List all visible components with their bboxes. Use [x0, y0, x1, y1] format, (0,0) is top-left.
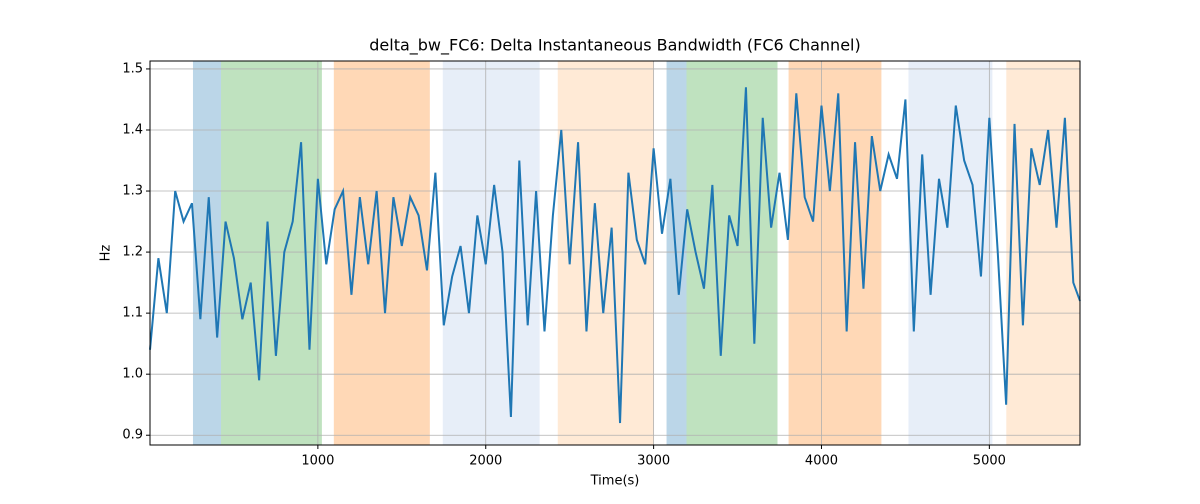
y-tick-label: 0.9: [122, 428, 143, 443]
y-tick-label: 1.5: [122, 61, 143, 76]
x-tick-label: 5000: [973, 454, 1006, 469]
shaded-span: [686, 61, 778, 445]
x-axis-label: Time(s): [590, 474, 640, 489]
y-tick-label: 1.3: [122, 184, 143, 199]
shaded-span: [1006, 61, 1080, 445]
x-tick-label: 2000: [469, 454, 502, 469]
shaded-span: [788, 61, 882, 445]
x-tick-label: 4000: [805, 454, 838, 469]
shaded-span: [221, 61, 322, 445]
y-axis-label: Hz: [99, 245, 114, 262]
axes-frame: [149, 60, 1081, 446]
shaded-span: [557, 61, 654, 445]
data-line: [149, 87, 1081, 424]
x-tick-label: 3000: [637, 454, 670, 469]
y-tick-label: 1.1: [122, 306, 143, 321]
y-tick-label: 1.0: [122, 367, 143, 382]
shaded-span: [442, 61, 540, 445]
chart-title: delta_bw_FC6: Delta Instantaneous Bandwi…: [369, 36, 860, 56]
plot-area: 1000 2000 3000 4000 5000 0.9 1.0 1.1 1.2 1.3 1.4 1.…: [122, 60, 1081, 469]
y-tick-label: 1.4: [122, 122, 143, 137]
y-tick-label: 1.2: [122, 245, 143, 260]
x-tick-label: 1000: [301, 454, 334, 469]
shaded-span: [192, 61, 222, 445]
